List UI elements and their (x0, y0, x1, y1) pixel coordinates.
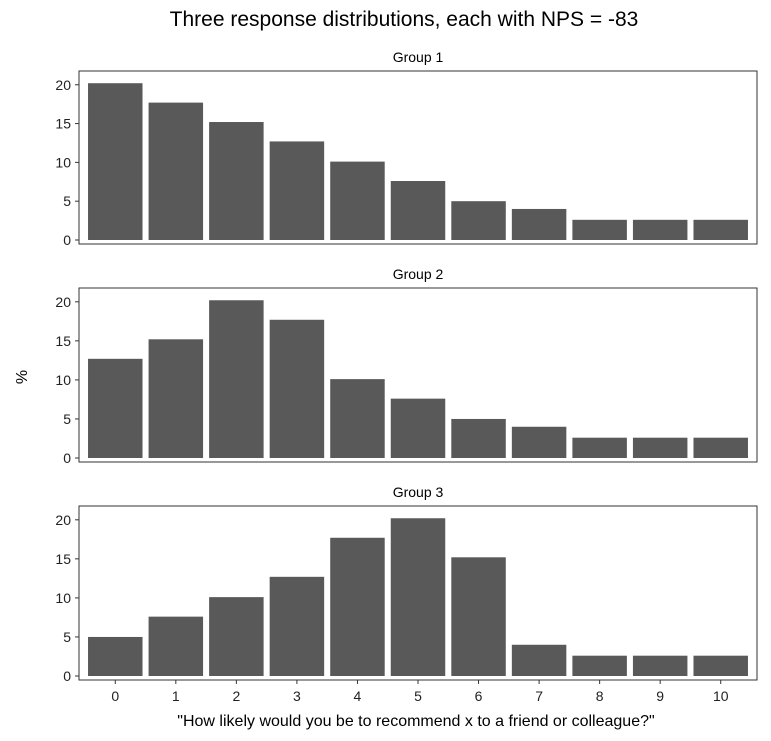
bar (390, 398, 446, 458)
bar (88, 358, 143, 458)
bar (693, 655, 748, 676)
y-tick-label: 0 (63, 232, 71, 248)
y-tick-label: 5 (63, 629, 71, 645)
x-tick-label: 6 (475, 688, 483, 704)
x-axis-title: "How likely would you be to recommend x … (177, 713, 654, 730)
bar (390, 518, 446, 676)
bar (693, 219, 748, 240)
bar (632, 219, 688, 240)
bar (269, 141, 325, 240)
x-tick-label: 10 (713, 688, 729, 704)
bar (330, 161, 385, 240)
bar (148, 339, 204, 458)
y-tick-label: 20 (55, 77, 71, 93)
facet-panel-2: Group 2 0 5 10 15 20 (55, 266, 758, 466)
y-tick-label: 20 (55, 294, 71, 310)
x-tick-label: 8 (596, 688, 604, 704)
facet-panel-1: Group 1 0 5 10 15 20 (55, 49, 758, 248)
bar (209, 597, 264, 676)
y-tick-label: 15 (55, 333, 71, 349)
bar (148, 102, 204, 240)
x-tick-label: 1 (172, 688, 180, 704)
y-tick-label: 5 (63, 193, 71, 209)
x-tick-label: 3 (293, 688, 301, 704)
x-tick-label: 0 (111, 688, 119, 704)
bar (693, 437, 748, 458)
x-tick-label: 5 (414, 688, 422, 704)
chart-title: Three response distributions, each with … (170, 8, 639, 31)
bar (269, 319, 325, 458)
bar (269, 576, 325, 676)
bar (511, 208, 567, 240)
panel-border (78, 287, 758, 463)
facet-label: Group 1 (393, 49, 444, 65)
bar (632, 437, 688, 458)
x-tick-label: 4 (354, 688, 362, 704)
bar (88, 636, 143, 676)
bar (451, 201, 506, 240)
x-tick-label: 9 (656, 688, 664, 704)
x-tick-label: 7 (535, 688, 543, 704)
bar (330, 379, 385, 458)
bar (572, 437, 627, 458)
bar (88, 83, 143, 240)
bar (451, 557, 506, 676)
bar (511, 644, 567, 676)
bar (209, 300, 264, 458)
bar (209, 122, 264, 240)
x-tick-label: 2 (232, 688, 240, 704)
bar (511, 426, 567, 458)
y-tick-label: 0 (63, 668, 71, 684)
bar (451, 418, 506, 458)
y-tick-label: 10 (55, 154, 71, 170)
bar (148, 616, 204, 676)
facet-panel-3: Group 3 0 5 10 15 20 0 1 2 3 4 5 6 7 8 9 10 (55, 484, 758, 704)
y-tick-label: 20 (55, 512, 71, 528)
y-tick-label: 10 (55, 590, 71, 606)
bar (572, 219, 627, 240)
y-tick-label: 0 (63, 450, 71, 466)
bar (330, 537, 385, 676)
y-tick-label: 15 (55, 551, 71, 567)
facet-label: Group 3 (393, 484, 444, 500)
bar (390, 181, 446, 240)
y-axis-title: % (14, 370, 31, 384)
y-tick-label: 10 (55, 372, 71, 388)
bar (572, 655, 627, 676)
facet-label: Group 2 (393, 266, 444, 282)
y-tick-label: 5 (63, 411, 71, 427)
panel-border (78, 70, 758, 245)
bar (632, 655, 688, 676)
y-tick-label: 15 (55, 116, 71, 132)
